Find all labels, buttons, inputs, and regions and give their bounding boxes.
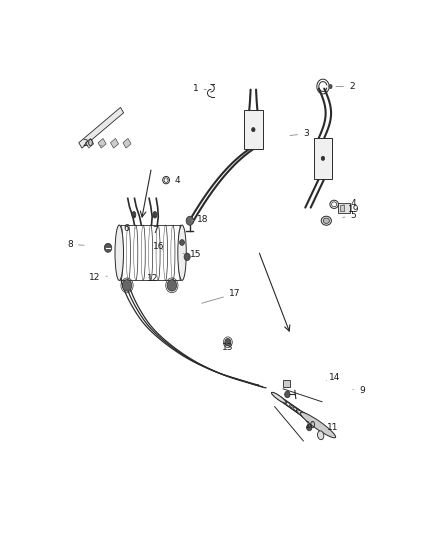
Ellipse shape xyxy=(321,216,332,225)
Text: 6: 6 xyxy=(123,224,137,232)
Text: 5: 5 xyxy=(343,211,357,220)
Text: 13: 13 xyxy=(222,343,233,352)
Bar xyxy=(338,204,350,213)
Text: 14: 14 xyxy=(326,374,340,382)
Ellipse shape xyxy=(225,338,231,346)
Ellipse shape xyxy=(153,212,157,218)
Text: 7: 7 xyxy=(149,225,158,235)
Ellipse shape xyxy=(167,280,177,291)
Ellipse shape xyxy=(180,240,184,245)
Bar xyxy=(244,110,263,149)
Text: 4: 4 xyxy=(167,176,180,185)
Ellipse shape xyxy=(323,218,329,223)
Ellipse shape xyxy=(184,253,190,261)
Text: 2: 2 xyxy=(336,82,355,91)
Bar xyxy=(110,139,119,148)
Text: 16: 16 xyxy=(152,242,164,251)
Bar xyxy=(79,108,124,148)
Text: 12: 12 xyxy=(147,273,158,282)
Text: 15: 15 xyxy=(183,251,201,259)
Ellipse shape xyxy=(307,424,312,431)
Text: 4: 4 xyxy=(343,199,356,208)
Bar xyxy=(85,139,94,148)
Bar xyxy=(283,380,290,387)
Ellipse shape xyxy=(178,225,186,280)
Text: 9: 9 xyxy=(353,386,365,395)
Ellipse shape xyxy=(251,127,255,132)
Text: 12: 12 xyxy=(89,273,107,282)
Text: 10: 10 xyxy=(305,421,317,430)
Text: 20: 20 xyxy=(82,140,102,149)
Text: 1: 1 xyxy=(193,84,206,93)
Ellipse shape xyxy=(328,84,332,88)
Ellipse shape xyxy=(122,280,132,291)
Ellipse shape xyxy=(104,243,112,252)
Ellipse shape xyxy=(297,410,329,433)
Bar xyxy=(123,139,131,148)
Ellipse shape xyxy=(115,225,124,280)
Ellipse shape xyxy=(300,412,336,438)
Bar xyxy=(339,205,344,211)
Text: 19: 19 xyxy=(340,205,359,214)
Ellipse shape xyxy=(285,391,290,398)
Ellipse shape xyxy=(132,212,136,218)
Text: 8: 8 xyxy=(67,240,84,249)
Ellipse shape xyxy=(321,156,325,160)
Ellipse shape xyxy=(186,216,194,225)
Text: 17: 17 xyxy=(201,289,240,303)
Bar xyxy=(98,139,106,148)
Text: 3: 3 xyxy=(290,129,309,138)
Text: 18: 18 xyxy=(191,215,208,224)
Bar xyxy=(314,138,332,179)
Ellipse shape xyxy=(318,431,324,440)
Text: 11: 11 xyxy=(327,423,339,432)
Ellipse shape xyxy=(272,392,286,403)
